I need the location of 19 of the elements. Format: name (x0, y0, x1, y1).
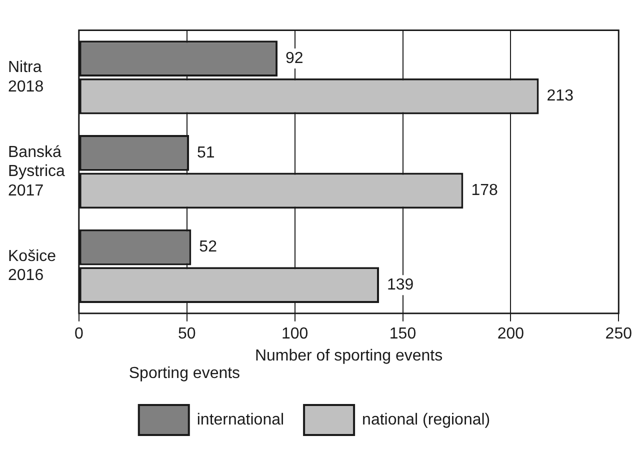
x-tick-label: 50 (178, 325, 196, 342)
x-tick-label: 250 (605, 325, 632, 342)
x-tick-label: 200 (497, 325, 524, 342)
legend-label: international (196, 411, 284, 428)
data-label: 139 (387, 276, 414, 294)
x-tick-label: 0 (74, 325, 84, 342)
y-tick-label: Nitra 2018 (8, 59, 44, 96)
data-label: 51 (197, 144, 215, 162)
legend-title: Sporting events (128, 365, 240, 382)
legend-label: national (regional) (362, 411, 490, 428)
data-label: 213 (546, 88, 574, 105)
y-tick-label: Banská Bystrica 2017 (8, 144, 65, 200)
data-label: 52 (199, 238, 218, 256)
x-tick-label: 150 (389, 325, 416, 342)
x-tick-label: 100 (281, 325, 308, 342)
y-tick-label: Košice 2016 (8, 248, 56, 284)
data-label: 92 (286, 50, 304, 67)
x-axis-title: Number of sporting events (254, 348, 443, 365)
data-label: 178 (471, 182, 498, 200)
